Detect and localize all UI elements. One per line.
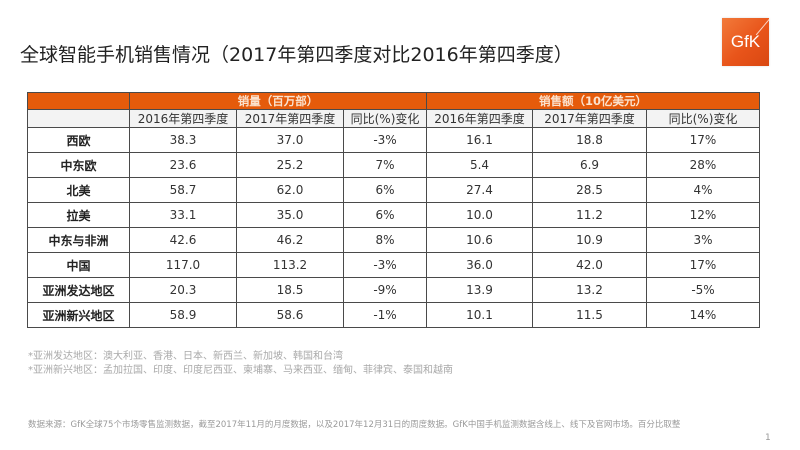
value-2017-cell: 28.5: [532, 177, 647, 203]
units-2016-cell: 58.7: [129, 177, 237, 203]
table-row: 亚洲发达地区 20.3 18.5 -9% 13.9 13.2 -5%: [27, 277, 760, 303]
units-2016-cell: 117.0: [129, 252, 237, 278]
value-2017-cell: 6.9: [532, 152, 647, 178]
units-change-cell: 6%: [343, 177, 427, 203]
table-row: 拉美 33.1 35.0 6% 10.0 11.2 12%: [27, 202, 760, 228]
value-2016-cell: 27.4: [426, 177, 533, 203]
units-2016-cell: 23.6: [129, 152, 237, 178]
units-change-cell: -9%: [343, 277, 427, 303]
units-2017-cell: 62.0: [236, 177, 344, 203]
sub-header: [27, 109, 130, 128]
region-cell: 中国: [27, 252, 130, 278]
table-row: 西欧 38.3 37.0 -3% 16.1 18.8 17%: [27, 127, 760, 153]
value-2016-cell: 13.9: [426, 277, 533, 303]
sub-header: 2016年第四季度: [129, 109, 237, 128]
group-header-row: 销量（百万部） 销售额（10亿美元）: [27, 92, 760, 110]
data-source-note: 数据来源：GfK全球75个市场零售监测数据，截至2017年11月的月度数据，以及…: [28, 420, 681, 430]
units-change-cell: -3%: [343, 127, 427, 153]
region-cell: 中东与非洲: [27, 227, 130, 253]
table-row: 中国 117.0 113.2 -3% 36.0 42.0 17%: [27, 252, 760, 278]
units-2016-cell: 33.1: [129, 202, 237, 228]
value-2017-cell: 10.9: [532, 227, 647, 253]
value-change-cell: 12%: [646, 202, 760, 228]
region-cell: 亚洲发达地区: [27, 277, 130, 303]
units-2016-cell: 20.3: [129, 277, 237, 303]
value-2016-cell: 36.0: [426, 252, 533, 278]
units-2016-cell: 42.6: [129, 227, 237, 253]
value-2017-cell: 42.0: [532, 252, 647, 278]
units-2017-cell: 25.2: [236, 152, 344, 178]
region-cell: 中东欧: [27, 152, 130, 178]
page-number: 1: [765, 433, 771, 443]
value-2016-cell: 10.1: [426, 302, 533, 328]
value-change-cell: 17%: [646, 127, 760, 153]
value-2016-cell: 10.6: [426, 227, 533, 253]
units-2016-cell: 58.9: [129, 302, 237, 328]
region-cell: 北美: [27, 177, 130, 203]
table-row: 北美 58.7 62.0 6% 27.4 28.5 4%: [27, 177, 760, 203]
table-row: 亚洲新兴地区 58.9 58.6 -1% 10.1 11.5 14%: [27, 302, 760, 328]
value-2016-cell: 10.0: [426, 202, 533, 228]
value-2017-cell: 18.8: [532, 127, 647, 153]
table-row: 中东欧 23.6 25.2 7% 5.4 6.9 28%: [27, 152, 760, 178]
units-change-cell: 7%: [343, 152, 427, 178]
units-2017-cell: 46.2: [236, 227, 344, 253]
page-title: 全球智能手机销售情况（2017年第四季度对比2016年第四季度）: [20, 44, 573, 66]
group-header-units: 销量（百万部）: [129, 92, 427, 110]
value-2017-cell: 11.5: [532, 302, 647, 328]
value-2016-cell: 16.1: [426, 127, 533, 153]
value-2016-cell: 5.4: [426, 152, 533, 178]
sub-header: 2017年第四季度: [236, 109, 344, 128]
units-2017-cell: 37.0: [236, 127, 344, 153]
sub-header: 2016年第四季度: [426, 109, 533, 128]
footnote-developed-asia: *亚洲发达地区：澳大利亚、香港、日本、新西兰、新加坡、韩国和台湾: [28, 351, 343, 362]
value-2017-cell: 13.2: [532, 277, 647, 303]
units-2017-cell: 113.2: [236, 252, 344, 278]
value-change-cell: -5%: [646, 277, 760, 303]
sub-header-row: 2016年第四季度 2017年第四季度 同比(%)变化 2016年第四季度 20…: [27, 109, 760, 128]
footnotes: *亚洲发达地区：澳大利亚、香港、日本、新西兰、新加坡、韩国和台湾 *亚洲新兴地区…: [28, 350, 453, 378]
units-2017-cell: 18.5: [236, 277, 344, 303]
sub-header: 2017年第四季度: [532, 109, 647, 128]
gfk-logo: GfK: [722, 18, 769, 66]
region-cell: 拉美: [27, 202, 130, 228]
value-change-cell: 14%: [646, 302, 760, 328]
sales-table: 销量（百万部） 销售额（10亿美元） 2016年第四季度 2017年第四季度 同…: [27, 92, 760, 328]
units-change-cell: 6%: [343, 202, 427, 228]
units-2017-cell: 58.6: [236, 302, 344, 328]
logo-text: GfK: [730, 32, 761, 51]
region-cell: 西欧: [27, 127, 130, 153]
region-cell: 亚洲新兴地区: [27, 302, 130, 328]
value-change-cell: 4%: [646, 177, 760, 203]
units-2017-cell: 35.0: [236, 202, 344, 228]
sub-header: 同比(%)变化: [646, 109, 760, 128]
units-change-cell: -1%: [343, 302, 427, 328]
value-change-cell: 17%: [646, 252, 760, 278]
units-change-cell: 8%: [343, 227, 427, 253]
group-header-empty: [27, 92, 130, 110]
footnote-emerging-asia: *亚洲新兴地区：孟加拉国、印度、印度尼西亚、柬埔寨、马来西亚、缅甸、菲律宾、泰国…: [28, 365, 453, 376]
value-2017-cell: 11.2: [532, 202, 647, 228]
value-change-cell: 3%: [646, 227, 760, 253]
sub-header: 同比(%)变化: [343, 109, 427, 128]
group-header-value: 销售额（10亿美元）: [426, 92, 760, 110]
value-change-cell: 28%: [646, 152, 760, 178]
table-row: 中东与非洲 42.6 46.2 8% 10.6 10.9 3%: [27, 227, 760, 253]
units-change-cell: -3%: [343, 252, 427, 278]
units-2016-cell: 38.3: [129, 127, 237, 153]
